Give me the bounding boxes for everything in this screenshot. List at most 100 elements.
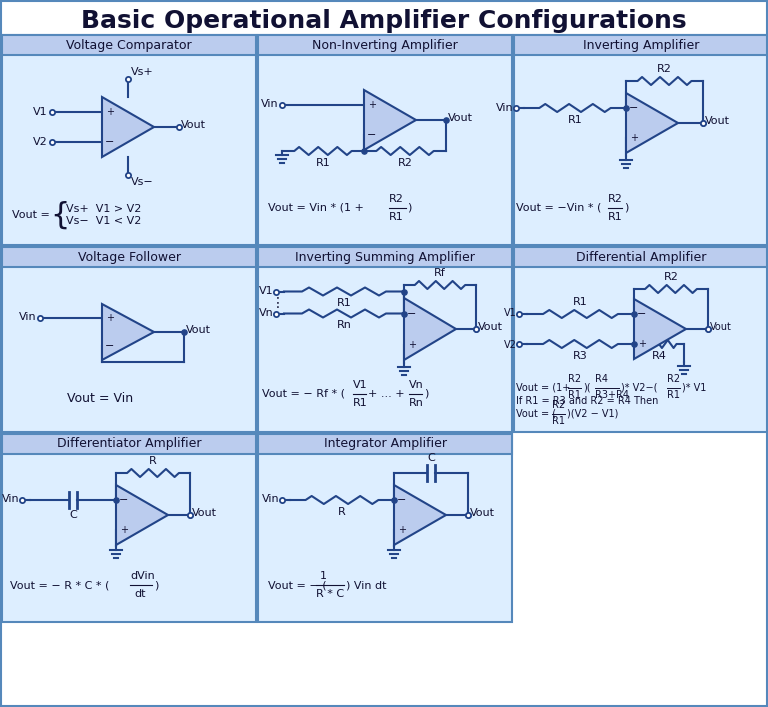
Bar — [258, 434, 512, 622]
Text: ): ) — [154, 580, 158, 590]
Text: )* V1: )* V1 — [682, 382, 707, 392]
Text: Vs+: Vs+ — [131, 67, 154, 77]
Text: −: − — [105, 341, 114, 351]
Text: R1: R1 — [353, 398, 368, 408]
Text: R1: R1 — [389, 212, 404, 222]
Text: V1: V1 — [260, 286, 274, 296]
Text: Vout = − Rf * (: Vout = − Rf * ( — [262, 389, 345, 399]
Text: R1: R1 — [608, 212, 623, 222]
Text: +: + — [408, 339, 416, 349]
Text: Vout = Vin * (1 +: Vout = Vin * (1 + — [268, 203, 364, 213]
Text: Inverting Amplifier: Inverting Amplifier — [583, 38, 699, 52]
Text: R1: R1 — [568, 115, 582, 125]
Text: R2: R2 — [389, 194, 404, 204]
Text: R1: R1 — [667, 390, 680, 400]
Bar — [514, 35, 768, 245]
Text: ) Vin dt: ) Vin dt — [346, 580, 386, 590]
Text: Vin: Vin — [496, 103, 514, 113]
Bar — [514, 35, 768, 55]
Text: +: + — [638, 339, 646, 349]
Polygon shape — [394, 485, 446, 545]
Text: R1: R1 — [552, 416, 565, 426]
Polygon shape — [102, 304, 154, 360]
Polygon shape — [634, 299, 686, 359]
Text: R2: R2 — [664, 272, 678, 282]
Text: R2: R2 — [657, 64, 672, 74]
Text: Vout: Vout — [710, 322, 732, 332]
Bar — [2, 35, 256, 245]
Text: Integrator Amplifier: Integrator Amplifier — [323, 438, 446, 450]
Text: R2: R2 — [398, 158, 412, 168]
Text: +: + — [106, 313, 114, 323]
Text: Vout: Vout — [448, 113, 473, 123]
Text: ): ) — [407, 203, 412, 213]
Text: 1: 1 — [320, 571, 327, 581]
Text: R2: R2 — [608, 194, 623, 204]
Bar — [2, 434, 256, 454]
Text: V2: V2 — [504, 340, 517, 350]
Text: Vout: Vout — [470, 508, 495, 518]
Text: Vs−  V1 < V2: Vs− V1 < V2 — [66, 216, 141, 226]
Text: Rf: Rf — [434, 268, 446, 278]
Bar — [514, 247, 768, 267]
Text: −: − — [629, 103, 639, 113]
Text: +: + — [630, 133, 638, 143]
Text: ⋮: ⋮ — [271, 296, 285, 310]
Text: Differentiator Amplifier: Differentiator Amplifier — [57, 438, 201, 450]
Text: R: R — [149, 456, 157, 466]
Text: R2: R2 — [568, 374, 581, 384]
Text: +: + — [398, 525, 406, 535]
Text: )(V2 − V1): )(V2 − V1) — [567, 408, 618, 418]
Text: +: + — [106, 107, 114, 117]
Text: Vout = Vin: Vout = Vin — [67, 392, 133, 406]
Text: Vout = (: Vout = ( — [516, 408, 556, 418]
Text: Inverting Summing Amplifier: Inverting Summing Amplifier — [295, 250, 475, 264]
Bar — [258, 434, 512, 454]
Bar — [258, 35, 512, 245]
Bar — [2, 35, 256, 55]
Text: Rn: Rn — [336, 320, 352, 330]
Polygon shape — [364, 90, 416, 150]
Text: Vin: Vin — [261, 99, 279, 109]
Text: )* V2−(: )* V2−( — [621, 382, 657, 392]
Text: Vout =: Vout = — [12, 210, 50, 220]
Polygon shape — [404, 298, 456, 360]
Text: R * C: R * C — [316, 589, 344, 599]
Text: Vin: Vin — [2, 494, 20, 504]
Text: Vout: Vout — [478, 322, 503, 332]
Text: Vn: Vn — [409, 380, 424, 390]
Text: R2: R2 — [552, 400, 565, 410]
Text: +: + — [368, 100, 376, 110]
Text: C: C — [427, 453, 435, 463]
Text: Vout: Vout — [181, 120, 206, 130]
Text: +: + — [120, 525, 128, 535]
Text: −: − — [119, 495, 129, 505]
Text: Voltage Follower: Voltage Follower — [78, 250, 180, 264]
Text: Voltage Comparator: Voltage Comparator — [66, 38, 192, 52]
Bar — [258, 247, 512, 432]
Text: R2: R2 — [667, 374, 680, 384]
Bar — [2, 247, 256, 267]
Text: Rn: Rn — [409, 398, 424, 408]
Text: Vout = −Vin * (: Vout = −Vin * ( — [516, 203, 601, 213]
Text: Vout = − (: Vout = − ( — [268, 580, 326, 590]
Text: dt: dt — [134, 589, 145, 599]
Text: ): ) — [424, 389, 429, 399]
Text: R4: R4 — [595, 374, 608, 384]
Text: V1: V1 — [505, 308, 517, 318]
Text: R1: R1 — [316, 158, 330, 168]
Text: Vout = (1+: Vout = (1+ — [516, 382, 571, 392]
Text: −: − — [637, 309, 647, 319]
Text: Vin: Vin — [19, 312, 37, 322]
Text: Non-Inverting Amplifier: Non-Inverting Amplifier — [312, 38, 458, 52]
Text: Vs−: Vs− — [131, 177, 154, 187]
Text: + ... +: + ... + — [368, 389, 405, 399]
Text: R1: R1 — [573, 297, 588, 307]
Text: R1: R1 — [336, 298, 352, 308]
Text: −: − — [407, 308, 417, 318]
Text: Vs+  V1 > V2: Vs+ V1 > V2 — [66, 204, 141, 214]
Text: R3: R3 — [573, 351, 588, 361]
Text: V1: V1 — [33, 107, 48, 117]
Text: R1: R1 — [568, 390, 581, 400]
Polygon shape — [102, 97, 154, 157]
